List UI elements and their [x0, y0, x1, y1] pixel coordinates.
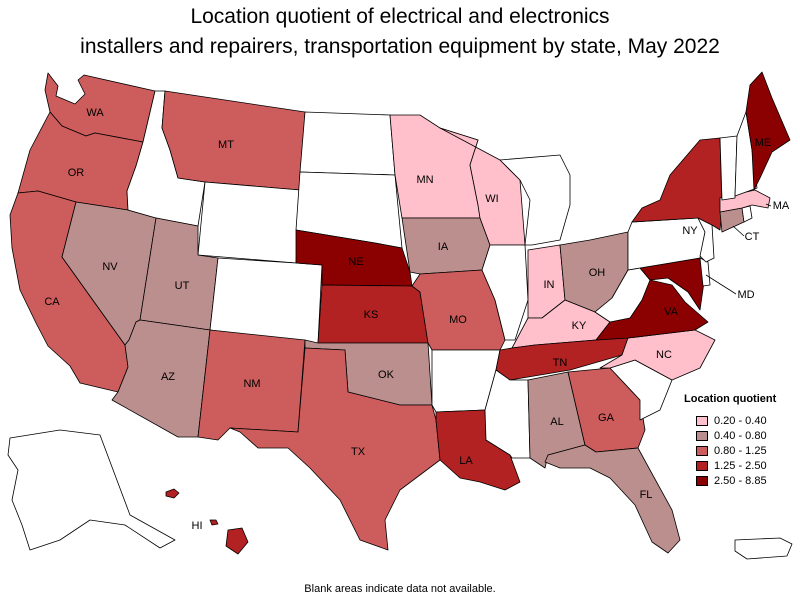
label-NE: NE [348, 256, 363, 268]
state-WY[interactable] [197, 181, 301, 264]
state-ME[interactable] [745, 71, 791, 191]
legend-label: 2.50 - 8.85 [714, 474, 767, 487]
legend-swatch [696, 445, 708, 456]
state-ND[interactable] [299, 111, 396, 176]
state-VT[interactable] [719, 135, 738, 201]
legend-item: 0.80 - 1.25 [684, 443, 799, 458]
state-MI[interactable] [499, 154, 571, 246]
state-AK[interactable] [7, 429, 176, 551]
leader-MD [705, 274, 737, 295]
title-line-2: installers and repairers, transportation… [80, 35, 720, 58]
leader-MA [765, 203, 772, 207]
label-KY: KY [572, 320, 587, 332]
state-MN[interactable] [389, 114, 481, 219]
label-GA: GA [598, 412, 615, 424]
label-CA: CA [44, 296, 60, 308]
state-IL[interactable] [481, 244, 529, 341]
legend-swatch [696, 460, 708, 471]
label-IN: IN [544, 279, 555, 291]
legend-label: 1.25 - 2.50 [714, 459, 767, 472]
legend-title: Location quotient [684, 393, 777, 405]
state-TX[interactable] [229, 347, 441, 551]
label-FL: FL [640, 489, 653, 501]
legend-label: 0.80 - 1.25 [714, 444, 767, 457]
legend-label: 0.20 - 0.40 [714, 414, 767, 427]
label-MD: MD [737, 289, 754, 301]
label-TX: TX [351, 446, 366, 458]
legend-label: 0.40 - 0.80 [714, 429, 767, 442]
label-VA: VA [664, 306, 679, 318]
label-ME: ME [755, 137, 772, 149]
state-RI[interactable] [741, 205, 753, 223]
state-labels: WA OR CA NV MT UT AZ NM NE KS OK TX MN I… [44, 107, 790, 532]
state-HI[interactable] [165, 488, 249, 555]
label-AZ: AZ [161, 371, 175, 383]
legend: Location quotient 0.20 - 0.40 0.40 - 0.8… [684, 393, 799, 488]
leader-CT [732, 225, 745, 237]
label-AL: AL [550, 416, 563, 428]
label-HI: HI [192, 520, 203, 532]
legend-swatch [696, 475, 708, 486]
legend-swatch [696, 430, 708, 441]
label-KS: KS [364, 309, 379, 321]
label-IA: IA [438, 241, 449, 253]
state-MO[interactable] [411, 269, 506, 351]
state-NY[interactable] [631, 137, 723, 231]
label-MO: MO [449, 314, 467, 326]
label-NM: NM [243, 378, 260, 390]
label-TN: TN [553, 357, 568, 369]
label-OR: OR [68, 167, 85, 179]
footnote: Blank areas indicate data not available. [304, 583, 496, 595]
legend-item: 2.50 - 8.85 [684, 473, 799, 488]
legend-item: 0.20 - 0.40 [684, 413, 799, 428]
label-WA: WA [86, 107, 104, 119]
legend-item: 0.40 - 0.80 [684, 428, 799, 443]
label-MN: MN [416, 174, 433, 186]
legend-item: 1.25 - 2.50 [684, 458, 799, 473]
label-UT: UT [175, 280, 190, 292]
label-NV: NV [102, 261, 118, 273]
label-LA: LA [459, 455, 473, 467]
map-title: Location quotient of electrical and elec… [0, 2, 800, 62]
label-MT: MT [218, 139, 234, 151]
label-NY: NY [682, 225, 698, 237]
state-CO[interactable] [209, 257, 323, 344]
title-line-1: Location quotient of electrical and elec… [190, 5, 610, 28]
label-MA: MA [773, 200, 790, 212]
state-FL[interactable] [544, 444, 681, 554]
state-PR[interactable] [734, 537, 793, 560]
state-MS[interactable] [484, 369, 531, 459]
label-CT: CT [745, 231, 760, 243]
label-WI: WI [485, 193, 498, 205]
label-OK: OK [378, 369, 395, 381]
label-OH: OH [589, 267, 606, 279]
label-NC: NC [656, 349, 672, 361]
legend-swatch [696, 415, 708, 426]
